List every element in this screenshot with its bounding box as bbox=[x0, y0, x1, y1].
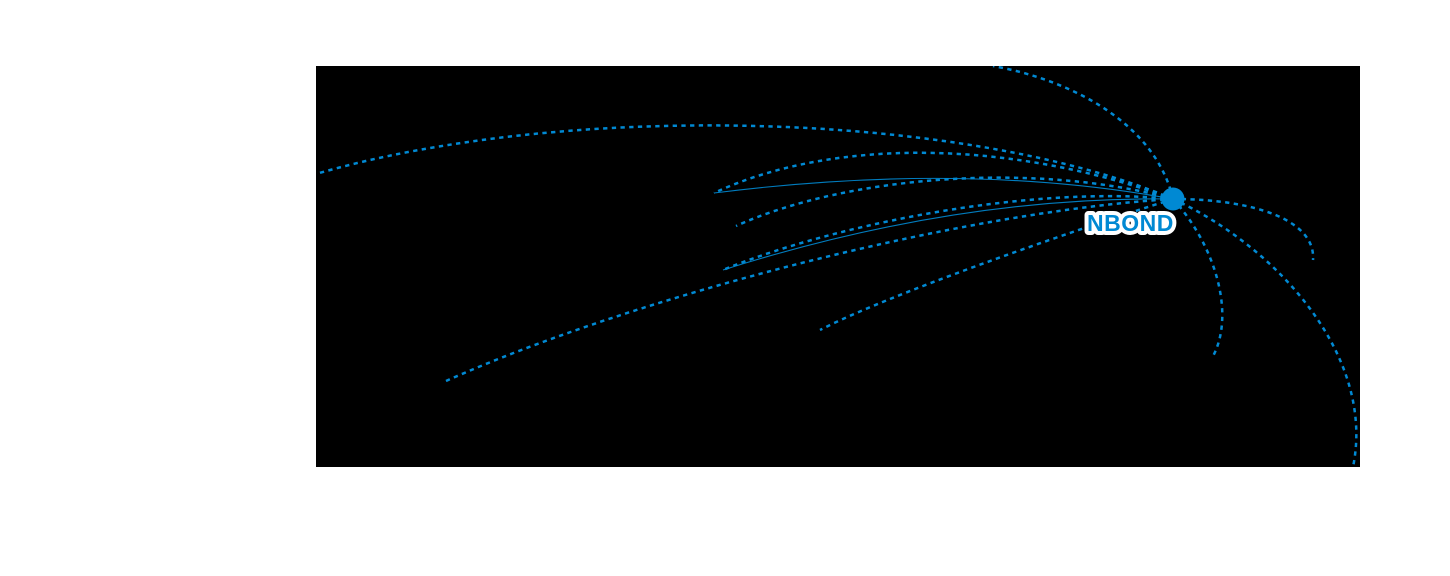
svg-text:NBOND: NBOND bbox=[1087, 210, 1174, 236]
